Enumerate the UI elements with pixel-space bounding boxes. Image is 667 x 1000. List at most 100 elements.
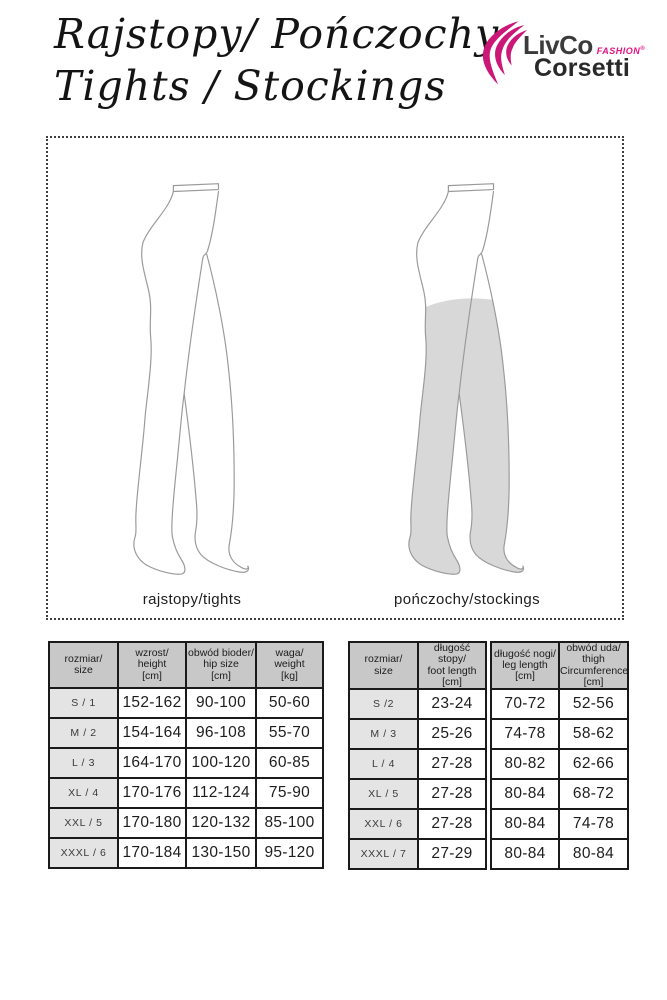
livco-corsetti-logo: LivCo FASHION® Corsetti <box>479 20 661 92</box>
value-cell: 27-28 <box>417 748 487 781</box>
size-cell: M / 2 <box>48 717 119 749</box>
value-cell: 154-164 <box>117 717 187 749</box>
col-header-height: wzrost/ height [cm] <box>117 641 187 689</box>
table-row: XL / 5 27-28 <box>348 778 487 811</box>
value-cell: 70-72 <box>490 688 560 721</box>
value-cell: 75-90 <box>255 777 324 809</box>
value-cell: 52-56 <box>558 688 629 721</box>
logo-fashion-text: FASHION® <box>596 46 646 56</box>
title-line-polish-english-2: Tights / Stockings <box>54 62 447 110</box>
table-row: 74-78 58-62 <box>490 718 629 751</box>
value-cell: 130-150 <box>185 837 257 869</box>
col-header-leg-length: długość nogi/ leg length [cm] <box>490 640 560 691</box>
registered-mark: ® <box>640 46 646 52</box>
value-cell: 80-84 <box>490 808 560 841</box>
value-cell: 170-180 <box>117 807 187 839</box>
tights-figure-drawing <box>133 183 250 575</box>
value-cell: 58-62 <box>558 718 629 751</box>
table-row: M / 3 25-26 <box>348 718 487 751</box>
size-cell: XXL / 5 <box>48 807 119 839</box>
stockings-size-table-container: rozmiar/ size długość stopy/ foot length… <box>348 640 629 871</box>
value-cell: 95-120 <box>255 837 324 869</box>
value-cell: 62-66 <box>558 748 629 781</box>
table-row: XXXL / 7 27-29 <box>348 838 487 871</box>
page-title: Rajstopy/ Pończochy Tights / Stockings <box>54 8 499 112</box>
value-cell: 55-70 <box>255 717 324 749</box>
table-row: S / 1 152-162 90-100 50-60 <box>48 687 324 719</box>
stockings-size-table-left: rozmiar/ size długość stopy/ foot length… <box>348 640 487 871</box>
value-cell: 85-100 <box>255 807 324 839</box>
value-cell: 23-24 <box>417 688 487 721</box>
stocking-top-mask <box>372 166 562 316</box>
table-row: XXL / 5 170-180 120-132 85-100 <box>48 807 324 839</box>
col-header-weight: waga/ weight [kg] <box>255 641 324 689</box>
table-row: 80-84 74-78 <box>490 808 629 841</box>
tights-size-table-container: rozmiar/ size wzrost/ height [cm] obwód … <box>48 641 324 869</box>
table-row: S /2 23-24 <box>348 688 487 721</box>
table-row: M / 2 154-164 96-108 55-70 <box>48 717 324 749</box>
value-cell: 120-132 <box>185 807 257 839</box>
product-diagram-box: rajstopy/tights pończochy/stockings <box>46 136 624 620</box>
value-cell: 164-170 <box>117 747 187 779</box>
waistband-line <box>447 183 495 193</box>
value-cell: 80-82 <box>490 748 560 781</box>
value-cell: 27-28 <box>417 778 487 811</box>
value-cell: 152-162 <box>117 687 187 719</box>
value-cell: 68-72 <box>558 778 629 811</box>
table-row: 80-84 80-84 <box>490 838 629 871</box>
header-row: rozmiar/ size długość stopy/ foot length… <box>348 640 487 691</box>
stockings-figure-drawing <box>372 166 562 575</box>
value-cell: 90-100 <box>185 687 257 719</box>
size-cell: S /2 <box>348 688 419 721</box>
logo-text-block: LivCo FASHION® Corsetti <box>523 32 645 81</box>
header-row: rozmiar/ size wzrost/ height [cm] obwód … <box>48 641 324 689</box>
value-cell: 100-120 <box>185 747 257 779</box>
size-cell: XXXL / 6 <box>48 837 119 869</box>
size-cell: XXXL / 7 <box>348 838 419 871</box>
stockings-size-table-right: długość nogi/ leg length [cm] obwód uda/… <box>490 640 629 871</box>
value-cell: 74-78 <box>490 718 560 751</box>
logo-corsetti-text: Corsetti <box>534 54 631 82</box>
logo-livco-text: LivCo <box>523 30 593 60</box>
size-cell: L / 4 <box>348 748 419 781</box>
value-cell: 112-124 <box>185 777 257 809</box>
table-row: L / 4 27-28 <box>348 748 487 781</box>
table-row: XL / 4 170-176 112-124 75-90 <box>48 777 324 809</box>
value-cell: 74-78 <box>558 808 629 841</box>
value-cell: 25-26 <box>417 718 487 751</box>
value-cell: 50-60 <box>255 687 324 719</box>
value-cell: 27-29 <box>417 838 487 871</box>
title-line-polish-english-1: Rajstopy/ Pończochy <box>54 10 500 58</box>
size-cell: XL / 5 <box>348 778 419 811</box>
value-cell: 80-84 <box>558 838 629 871</box>
table-row: 80-84 68-72 <box>490 778 629 811</box>
table-row: 70-72 52-56 <box>490 688 629 721</box>
col-header-foot-length: długość stopy/ foot length [cm] <box>417 640 487 691</box>
size-cell: XXL / 6 <box>348 808 419 841</box>
table-row: XXXL / 6 170-184 130-150 95-120 <box>48 837 324 869</box>
value-cell: 80-84 <box>490 778 560 811</box>
value-cell: 27-28 <box>417 808 487 841</box>
value-cell: 170-176 <box>117 777 187 809</box>
value-cell: 170-184 <box>117 837 187 869</box>
table-row: 80-82 62-66 <box>490 748 629 781</box>
value-cell: 96-108 <box>185 717 257 749</box>
value-cell: 60-85 <box>255 747 324 779</box>
size-cell: XL / 4 <box>48 777 119 809</box>
header-row: długość nogi/ leg length [cm] obwód uda/… <box>490 640 629 691</box>
tights-figure-label: rajstopy/tights <box>142 591 242 608</box>
stockings-figure-label: pończochy/stockings <box>393 591 540 608</box>
size-cell: S / 1 <box>48 687 119 719</box>
table-row: L / 3 164-170 100-120 60-85 <box>48 747 324 779</box>
col-header-size: rozmiar/ size <box>48 641 119 689</box>
size-cell: M / 3 <box>348 718 419 751</box>
table-row: XXL / 6 27-28 <box>348 808 487 841</box>
livco-swoosh-icon <box>482 21 527 85</box>
waistband-line <box>172 183 220 193</box>
size-cell: L / 3 <box>48 747 119 779</box>
col-header-hip: obwód bioder/ hip size [cm] <box>185 641 257 689</box>
col-header-size: rozmiar/ size <box>348 640 419 691</box>
value-cell: 80-84 <box>490 838 560 871</box>
col-header-thigh: obwód uda/ thigh Circumference [cm] <box>558 640 629 691</box>
